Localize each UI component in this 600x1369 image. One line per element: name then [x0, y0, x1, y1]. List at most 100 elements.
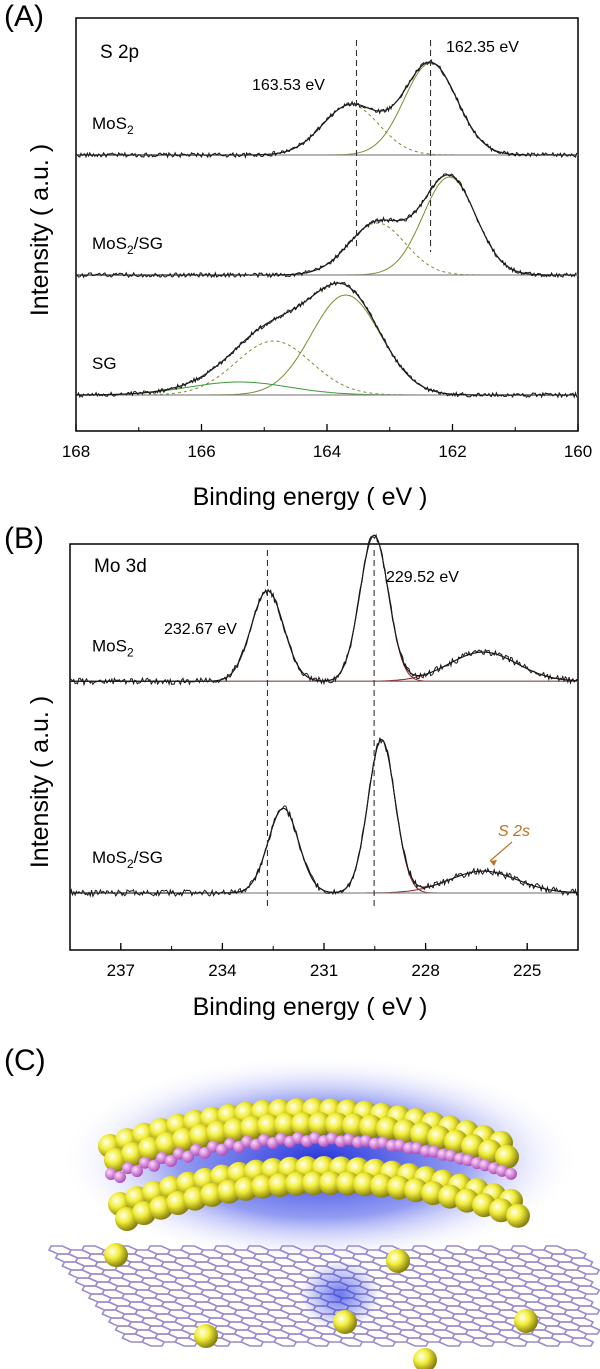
hexagon: [437, 1257, 462, 1267]
hexagon: [529, 1269, 555, 1279]
molybdenum-atom: [148, 1159, 160, 1172]
hexagon: [562, 1249, 587, 1259]
hexagon: [193, 1301, 218, 1311]
series-mos2-sg: [75, 173, 578, 279]
data-line: [75, 59, 578, 159]
x-tick-label: 162: [438, 442, 466, 461]
hexagon: [174, 1337, 199, 1347]
hexagon: [405, 1337, 430, 1347]
hexagon: [272, 1317, 298, 1327]
hexagon: [94, 1281, 119, 1291]
hexagon: [187, 1313, 212, 1323]
hexagon: [543, 1265, 568, 1275]
hexagon: [160, 1261, 185, 1271]
hexagon: [463, 1249, 488, 1259]
hexagon: [200, 1289, 225, 1299]
hexagon: [556, 1281, 581, 1291]
hexagon: [167, 1289, 192, 1299]
hexagon: [87, 1273, 112, 1283]
hexagon: [530, 1289, 555, 1299]
glow-spot: [300, 1260, 380, 1330]
hexagon: [226, 1281, 251, 1291]
hexagon: [476, 1245, 502, 1255]
hexagon: [272, 1277, 297, 1287]
sulfur-atom: [308, 1112, 332, 1137]
graphene-sheet: [47, 1245, 600, 1347]
hexagon: [464, 1329, 489, 1339]
hexagon: [444, 1325, 469, 1335]
hexagon: [219, 1273, 244, 1283]
hexagon: [536, 1257, 561, 1267]
hexagon: [226, 1301, 251, 1311]
hexagon: [259, 1281, 284, 1291]
hexagon: [252, 1293, 278, 1303]
hexagon: [549, 1273, 574, 1283]
hexagon: [417, 1293, 443, 1303]
hexagon: [549, 1293, 575, 1303]
hexagon: [252, 1273, 277, 1283]
series-label: MoS2: [92, 114, 134, 137]
hexagon: [213, 1265, 238, 1275]
hexagon: [569, 1297, 594, 1307]
x-tick-label: 231: [310, 961, 338, 980]
molybdenum-atom: [165, 1154, 177, 1167]
hexagon: [239, 1297, 264, 1307]
hexagon: [186, 1293, 212, 1303]
hexagon: [563, 1309, 588, 1319]
hexagon: [523, 1261, 548, 1271]
hexagon: [154, 1313, 179, 1323]
hexagon: [121, 1313, 146, 1323]
hexagon: [411, 1325, 436, 1335]
hexagon: [266, 1329, 291, 1339]
hexagon: [371, 1317, 397, 1327]
hexagon: [530, 1329, 555, 1339]
hexagon: [147, 1285, 172, 1295]
hexagon: [173, 1277, 198, 1287]
hexagon: [74, 1277, 99, 1287]
hexagon: [411, 1305, 436, 1315]
series-label: MoS2/SG: [92, 848, 163, 871]
data-line: [69, 533, 579, 687]
peak-annotation: 163.53 eV: [252, 77, 325, 94]
hexagon: [74, 1257, 99, 1267]
hexagon: [186, 1253, 211, 1263]
hexagon: [437, 1317, 463, 1327]
hexagon: [503, 1277, 528, 1287]
sulfur-atom: [495, 1144, 519, 1169]
hexagon: [510, 1265, 535, 1275]
hexagon: [206, 1277, 231, 1287]
x-tick-label: 228: [411, 961, 439, 980]
x-axis-title: Binding energy ( eV ): [193, 993, 428, 1021]
hexagon: [272, 1297, 297, 1307]
hexagon: [107, 1277, 132, 1287]
hexagon: [219, 1293, 245, 1303]
hexagon: [418, 1333, 443, 1343]
hexagon: [352, 1333, 377, 1343]
hexagon: [497, 1329, 522, 1339]
hexagon: [464, 1289, 489, 1299]
x-tick-label: 160: [564, 442, 592, 461]
hexagon: [147, 1305, 172, 1315]
hexagon: [404, 1277, 429, 1287]
hexagon: [477, 1325, 502, 1335]
hexagon: [437, 1297, 462, 1307]
hexagon: [378, 1305, 403, 1315]
hexagon: [186, 1273, 211, 1283]
hexagon: [107, 1297, 132, 1307]
hexagon: [279, 1325, 304, 1335]
hexagon: [470, 1317, 496, 1327]
sulfur-atom: [319, 1171, 343, 1196]
x-tick-label: 166: [187, 442, 215, 461]
hexagon: [81, 1265, 106, 1275]
fit-component: [76, 62, 577, 156]
hexagon: [233, 1309, 258, 1319]
hexagon: [570, 1337, 595, 1347]
hexagon: [120, 1293, 146, 1303]
data-line: [75, 280, 578, 399]
hexagon: [206, 1317, 232, 1327]
hexagon: [160, 1321, 185, 1331]
hexagon: [299, 1329, 324, 1339]
hexagon: [147, 1265, 172, 1275]
hexagon: [253, 1313, 278, 1323]
hexagon: [54, 1253, 79, 1263]
